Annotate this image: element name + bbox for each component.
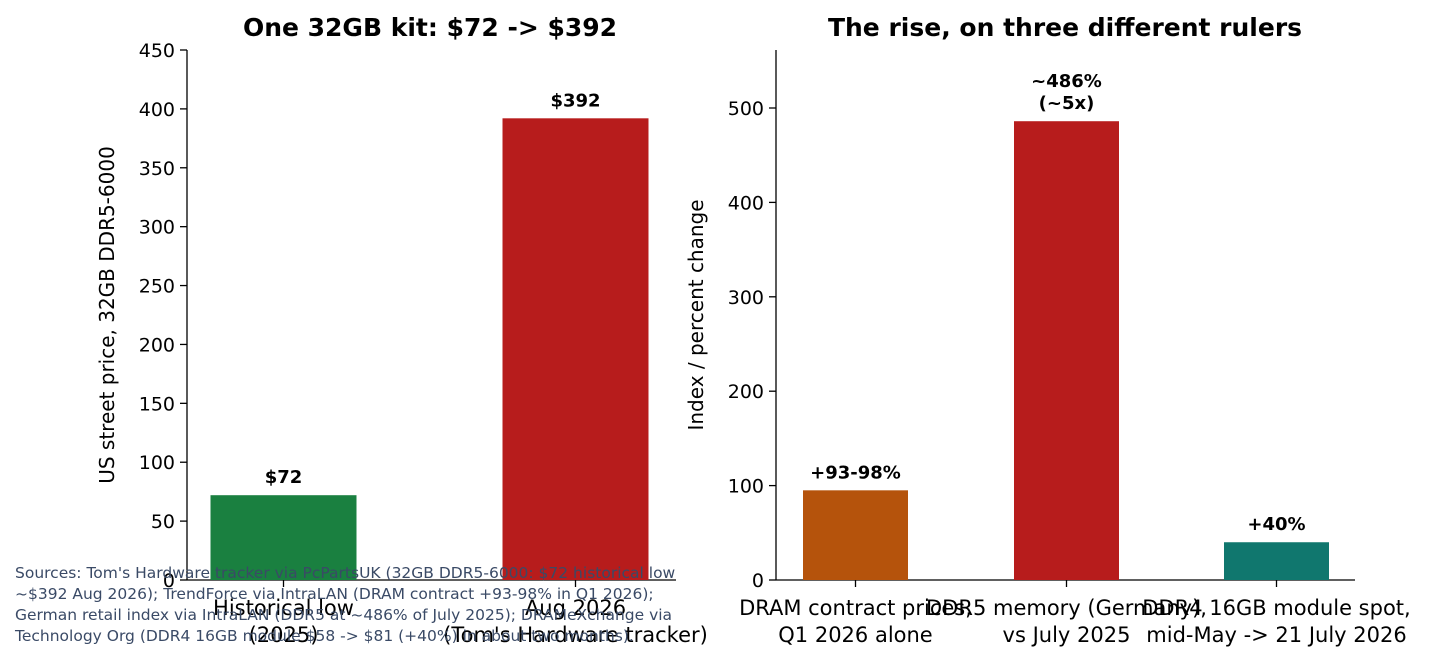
sources-line: ~$392 Aug 2026); TrendForce via IntraLAN… (15, 585, 654, 603)
bar-value-label: $72 (265, 467, 303, 488)
y-tick-label: 250 (139, 276, 175, 298)
y-tick-label: 100 (139, 452, 175, 474)
category-label-line: (2025) (249, 623, 319, 647)
bar-value-label: ~486% (~5x) (1031, 71, 1102, 114)
category-label-line: Historical low (213, 596, 354, 620)
y-tick-label: 150 (139, 393, 175, 415)
bar (502, 118, 649, 581)
y-tick-label: 50 (151, 511, 175, 533)
bar-value-label: +93-98% (810, 462, 901, 483)
y-tick-label: 350 (139, 158, 175, 180)
sources-line: Technology Org (DDR4 16GB module $58 -> … (15, 627, 634, 645)
bar (210, 495, 357, 580)
category-label-line: mid-May -> 21 July 2026 (1146, 623, 1406, 647)
y-tick-label: 100 (728, 476, 764, 498)
bar-value-label-line: (~5x) (1039, 93, 1095, 114)
sources-note: Sources: Tom's Hardware tracker via PcPa… (15, 563, 775, 647)
right-chart-panel: The rise, on three different rulers Inde… (684, 13, 1411, 647)
category-label: DRAM contract prices, Q1 2026 alone (739, 596, 972, 647)
right-y-ticks: 0 100 200 300 400 500 (728, 98, 776, 592)
bar (1014, 121, 1119, 580)
category-label: Aug 2026 (Tom's Hardware tracker) (443, 596, 708, 647)
category-label-line: vs July 2025 (1003, 623, 1131, 647)
y-tick-label: 200 (139, 334, 175, 356)
bar (1224, 542, 1329, 580)
y-tick-label: 450 (139, 40, 175, 62)
category-label: Historical low (2025) (213, 596, 354, 647)
category-label-line: DDR5 memory (Germany), (926, 596, 1207, 620)
category-label-line: Q1 2026 alone (778, 623, 932, 647)
category-label: DDR5 memory (Germany), vs July 2025 (926, 596, 1207, 647)
y-tick-label: 0 (752, 570, 764, 592)
left-y-ticks: 0 50 100 150 200 250 300 350 400 450 (139, 40, 187, 592)
category-label: DDR4 16GB module spot, mid-May -> 21 July… (1142, 596, 1410, 647)
right-bars (803, 121, 1329, 580)
y-tick-label: 400 (728, 192, 764, 214)
category-label-line: DRAM contract prices, (739, 596, 972, 620)
left-chart-panel: One 32GB kit: $72 -> $392 US street pric… (95, 13, 708, 647)
bar-value-label: +40% (1247, 514, 1305, 535)
bar-value-label-line: +40% (1247, 514, 1305, 535)
y-tick-label: 300 (139, 217, 175, 239)
bar-value-label-line: $392 (550, 90, 600, 111)
bar-value-label-line: +93-98% (810, 462, 901, 483)
left-y-axis-label: US street price, 32GB DDR5-6000 (95, 146, 119, 484)
y-tick-label: 300 (728, 287, 764, 309)
bar (803, 490, 908, 580)
category-label-line: DDR4 16GB module spot, (1142, 596, 1410, 620)
category-label-line: (Tom's Hardware tracker) (443, 623, 708, 647)
sources-line: Sources: Tom's Hardware tracker via PcPa… (15, 564, 676, 582)
right-chart-title: The rise, on three different rulers (828, 13, 1302, 42)
y-tick-label: 0 (163, 570, 175, 592)
bar-value-label: $392 (550, 90, 600, 111)
left-category-labels: Historical low (2025) Aug 2026 (Tom's Hardw… (213, 580, 708, 647)
bar-value-label-line: ~486% (1031, 71, 1102, 92)
y-tick-label: 200 (728, 381, 764, 403)
right-y-axis-label: Index / percent change (684, 199, 708, 430)
y-tick-label: 500 (728, 98, 764, 120)
left-value-labels: $72 $392 (265, 90, 601, 488)
right-value-labels: +93-98% ~486% (~5x) +40% (810, 71, 1305, 535)
bar-value-label-line: $72 (265, 467, 303, 488)
left-chart-title: One 32GB kit: $72 -> $392 (243, 13, 617, 42)
y-tick-label: 400 (139, 99, 175, 121)
category-label-line: Aug 2026 (525, 596, 626, 620)
left-bars (210, 118, 649, 581)
sources-line: German retail index via IntraLAN (DDR5 a… (15, 606, 673, 624)
